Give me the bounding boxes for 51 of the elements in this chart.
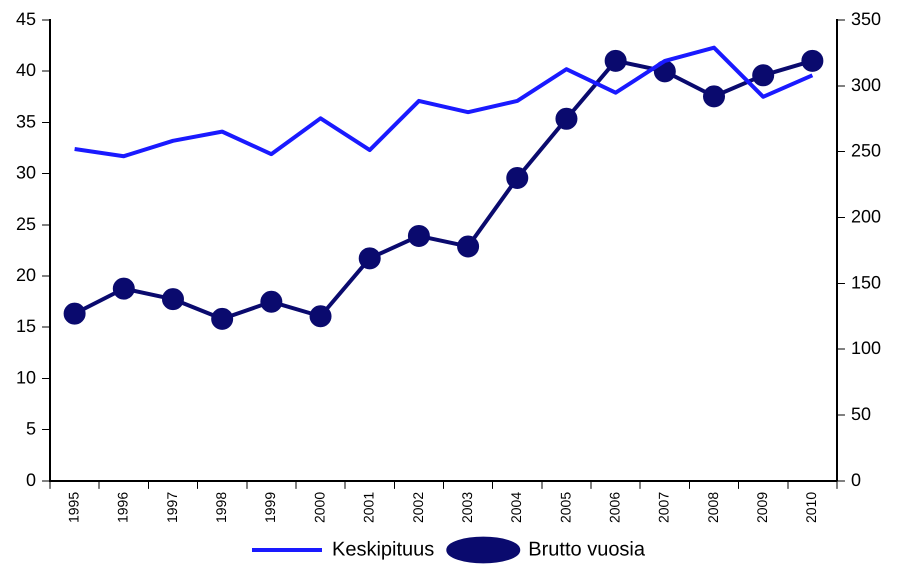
x-tick-label: 1997 bbox=[164, 492, 180, 524]
x-tick-label: 1996 bbox=[114, 492, 131, 524]
point bbox=[408, 224, 430, 247]
y2-tick-label: 0 bbox=[850, 470, 861, 490]
point bbox=[162, 288, 184, 310]
y-tick-label: 5 bbox=[26, 418, 36, 439]
point bbox=[801, 50, 824, 72]
y2-tick-label: 250 bbox=[850, 140, 882, 161]
x-tick-label: 1999 bbox=[262, 492, 278, 524]
x-tick-label: 2000 bbox=[311, 492, 328, 524]
y-tick-label: 15 bbox=[16, 316, 36, 336]
point bbox=[604, 50, 627, 72]
y-tick-label: 45 bbox=[16, 8, 36, 29]
point bbox=[358, 247, 381, 270]
x-tick-label: 2006 bbox=[606, 492, 622, 524]
point bbox=[703, 85, 726, 108]
point bbox=[752, 64, 774, 86]
x-tick-label: 1995 bbox=[65, 492, 82, 524]
point bbox=[457, 235, 480, 258]
y-tick-label: 35 bbox=[16, 111, 36, 132]
legend-label: Brutto vuosia bbox=[528, 538, 646, 561]
x-tick-label: 2004 bbox=[508, 492, 524, 524]
x-tick-label: 1998 bbox=[213, 492, 230, 524]
y2-tick-label: 350 bbox=[850, 8, 882, 29]
y2-tick-label: 50 bbox=[850, 404, 871, 424]
y2-tick-label: 300 bbox=[850, 74, 882, 95]
x-tick-label: 2009 bbox=[754, 492, 770, 524]
x-tick-label: 2001 bbox=[360, 492, 377, 524]
point bbox=[112, 278, 135, 300]
point bbox=[260, 290, 282, 313]
y-tick-label: 0 bbox=[26, 470, 36, 490]
y-tick-label: 20 bbox=[16, 265, 36, 285]
point bbox=[555, 108, 578, 130]
x-tick-label: 2003 bbox=[458, 492, 475, 524]
y-tick-label: 40 bbox=[16, 60, 36, 80]
x-tick-label: 2007 bbox=[656, 492, 672, 524]
x-tick-label: 2002 bbox=[410, 492, 426, 524]
point bbox=[310, 305, 332, 328]
y-tick-label: 25 bbox=[16, 214, 36, 234]
x-tick-label: 2005 bbox=[557, 492, 574, 524]
y2-tick-label: 100 bbox=[850, 338, 882, 358]
point bbox=[211, 308, 234, 330]
x-tick-label: 2010 bbox=[803, 492, 820, 524]
legend-label: Keskipituus bbox=[332, 538, 434, 561]
point bbox=[64, 302, 86, 325]
x-tick-label: 2008 bbox=[704, 492, 721, 524]
y-tick-label: 10 bbox=[16, 367, 36, 388]
y2-tick-label: 200 bbox=[850, 206, 882, 226]
y-tick-label: 30 bbox=[16, 162, 36, 183]
y2-tick-label: 150 bbox=[850, 272, 882, 292]
point bbox=[506, 167, 528, 190]
